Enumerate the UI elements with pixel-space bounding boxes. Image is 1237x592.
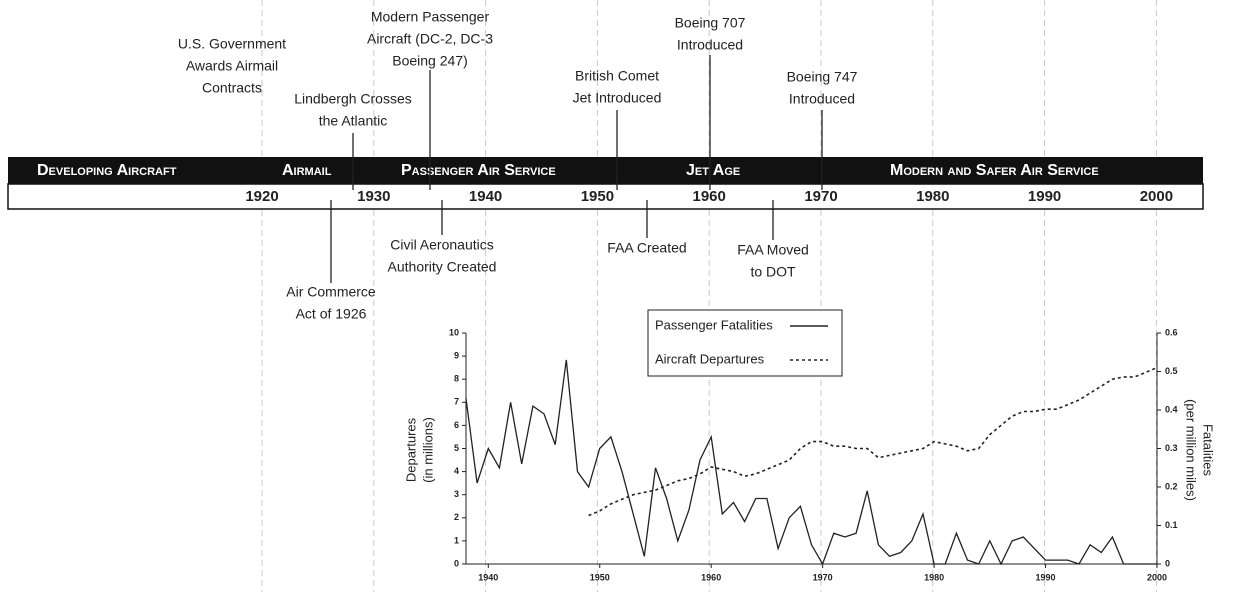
x-tick-label: 1960 (701, 572, 721, 582)
x-tick-label: 2000 (1147, 572, 1167, 582)
legend-label: Aircraft Departures (655, 351, 765, 366)
event-label: Contracts (202, 80, 262, 96)
y2-tick-label: 0.1 (1165, 520, 1178, 530)
y-axis-title: Departures (403, 417, 418, 482)
event-label: to DOT (750, 264, 796, 280)
y-tick-label: 9 (454, 350, 459, 360)
y-tick-label: 6 (454, 420, 459, 430)
year-label: 1920 (245, 188, 278, 205)
legend-label: Passenger Fatalities (655, 317, 773, 332)
y-tick-label: 10 (449, 327, 459, 337)
event-label: Boeing 707 (675, 15, 746, 31)
event-label: Act of 1926 (296, 306, 367, 322)
era-label: Passenger Air Service (401, 162, 556, 179)
event-label: Introduced (789, 91, 855, 107)
y-tick-label: 3 (454, 489, 459, 499)
era-label: Developing Aircraft (37, 162, 177, 179)
event-label: FAA Created (607, 240, 686, 256)
y2-tick-label: 0.2 (1165, 481, 1178, 491)
era-label: Jet Age (686, 162, 740, 179)
y-tick-label: 4 (454, 466, 459, 476)
event-label: Authority Created (388, 259, 497, 275)
y2-tick-label: 0.5 (1165, 366, 1178, 376)
y2-tick-label: 0 (1165, 558, 1170, 568)
event-label: U.S. Government (178, 36, 286, 52)
timeline-bar (8, 157, 1203, 184)
year-label: 1930 (357, 188, 390, 205)
event-label: Boeing 747 (787, 69, 858, 85)
y-tick-label: 5 (454, 443, 459, 453)
event-label: Jet Introduced (573, 90, 662, 106)
event-label: Introduced (677, 37, 743, 53)
year-label: 1980 (916, 188, 949, 205)
event-label: Civil Aeronautics (390, 237, 494, 253)
event-label: Modern Passenger (371, 9, 490, 25)
event-label: FAA Moved (737, 242, 809, 258)
series-line (465, 359, 1157, 566)
foreground-layer: 1920 1930 1940 1950 1960 1970 1980 1990 2000Deve… (37, 9, 1216, 583)
y-tick-label: 7 (454, 397, 459, 407)
y2-tick-label: 0.3 (1165, 443, 1178, 453)
y-tick-label: 8 (454, 374, 459, 384)
year-label: 1960 (693, 188, 726, 205)
era-label: Airmail (282, 162, 332, 179)
y-tick-label: 0 (454, 558, 459, 568)
y-axis-title: (in millions) (420, 417, 435, 483)
year-label: 2000 (1140, 188, 1173, 205)
y-tick-label: 1 (454, 535, 459, 545)
era-label: Modern and Safer Air Service (890, 162, 1099, 179)
x-tick-label: 1950 (590, 572, 610, 582)
x-tick-label: 1980 (924, 572, 944, 582)
y-tick-label: 2 (454, 512, 459, 522)
year-label: 1950 (581, 188, 614, 205)
y2-tick-label: 0.4 (1165, 404, 1178, 414)
y2-tick-label: 0.6 (1165, 327, 1178, 337)
event-label: Aircraft (DC-2, DC-3 (367, 31, 493, 47)
timeline-year-band (7, 183, 1204, 210)
event-label: Air Commerce (286, 284, 376, 300)
event-label: Lindbergh Crosses (294, 91, 412, 107)
y2-axis-title: (per million miles) (1184, 399, 1199, 501)
year-label: 1990 (1028, 188, 1061, 205)
background-layer (261, 0, 1157, 592)
legend-box (647, 309, 843, 377)
x-tick-label: 1990 (1036, 572, 1056, 582)
x-tick-label: 1970 (813, 572, 833, 582)
series-line (588, 366, 1158, 517)
year-label: 1940 (469, 188, 502, 205)
event-label: Boeing 247) (392, 53, 468, 69)
x-tick-label: 1940 (478, 572, 498, 582)
event-label: British Comet (575, 68, 659, 84)
year-label: 1970 (804, 188, 837, 205)
event-label: Awards Airmail (186, 58, 278, 74)
event-label: the Atlantic (319, 113, 388, 129)
y2-axis-title: Fatalities (1201, 424, 1216, 477)
